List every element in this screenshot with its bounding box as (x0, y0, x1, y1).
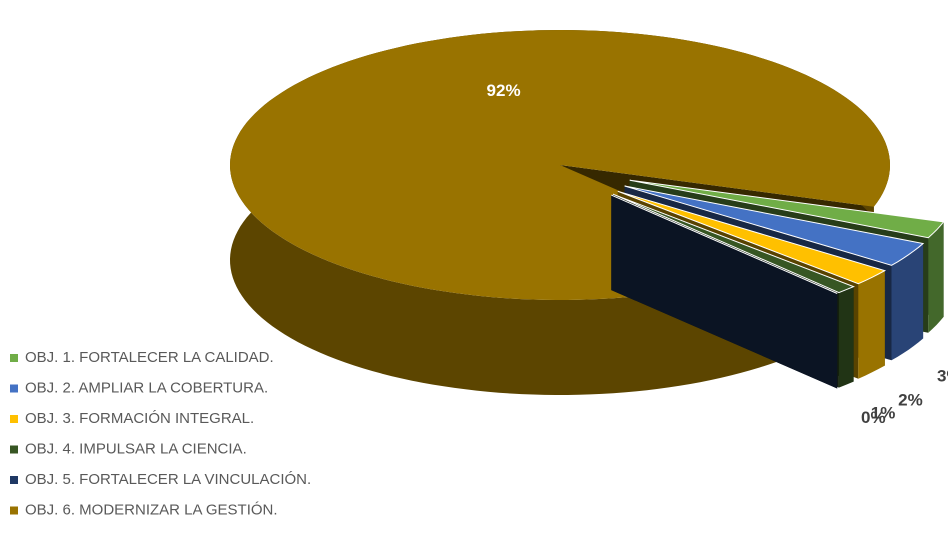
legend-swatch (10, 384, 18, 393)
data-label: 2% (898, 391, 923, 410)
slice-wall (928, 221, 944, 333)
data-label: 3% (937, 367, 948, 386)
legend-swatch (10, 476, 18, 484)
slice-top (611, 194, 838, 294)
legend-label: OBJ. 2. AMPLIAR LA COBERTURA. (25, 379, 268, 396)
slice-top (629, 179, 945, 239)
slice-top (617, 190, 887, 285)
slice-wall (838, 286, 854, 388)
slice-side (611, 195, 838, 389)
legend-label: OBJ. 3. FORMACIÓN INTEGRAL. (25, 410, 254, 427)
data-label: 1% (871, 404, 896, 423)
legend-swatch (10, 506, 18, 515)
slice-wall (858, 270, 885, 379)
legend-swatch (10, 354, 18, 362)
legend-swatch (10, 415, 18, 423)
legend-label: OBJ. 1. FORTALECER LA CALIDAD. (25, 349, 274, 366)
slice-top (624, 185, 925, 266)
data-label: 92% (487, 81, 521, 100)
legend-swatch (10, 445, 18, 454)
slice-wall (891, 243, 924, 361)
slice-top (612, 193, 855, 294)
legend-label: OBJ. 4. IMPULSAR LA CIENCIA. (25, 440, 247, 457)
legend-label: OBJ. 5. FORTALECER LA VINCULACIÓN. (25, 471, 311, 488)
legend-label: OBJ. 6. MODERNIZAR LA GESTIÓN. (25, 501, 278, 518)
slice-top (230, 30, 890, 300)
pie-slice (611, 194, 838, 389)
data-label: 0% (861, 408, 886, 427)
